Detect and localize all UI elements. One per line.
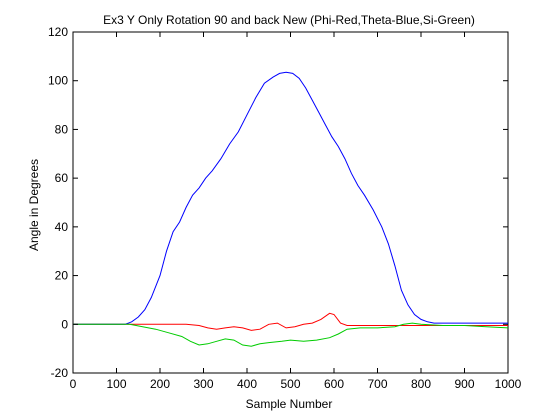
x-tick-label: 900 (454, 377, 474, 391)
x-tick-label: 800 (411, 377, 431, 391)
y-tick-label: 20 (55, 269, 69, 283)
series-line-1 (73, 71, 508, 325)
y-tick-label: 40 (55, 220, 69, 234)
x-tick-label: 1000 (495, 377, 522, 391)
y-tick-label: 80 (55, 122, 69, 136)
chart-title: Ex3 Y Only Rotation 90 and back New (Phi… (103, 13, 475, 27)
x-tick-label: 100 (106, 377, 126, 391)
series-layer (73, 71, 509, 347)
x-tick-label: 700 (367, 377, 387, 391)
x-axis-label: Sample Number (246, 397, 333, 411)
ticks-layer: 0 100 200 300 400 500 600 700 800 900 1000-2002040… (48, 25, 522, 391)
y-tick-label: 0 (61, 317, 68, 331)
plot-area (72, 31, 509, 374)
y-tick-label: 100 (48, 74, 68, 88)
x-tick-label: 600 (324, 377, 344, 391)
x-tick-label: 300 (193, 377, 213, 391)
x-tick-label: 500 (280, 377, 300, 391)
y-tick-label: -20 (51, 366, 69, 380)
x-tick-label: 200 (150, 377, 170, 391)
y-tick-label: 120 (48, 25, 68, 39)
y-tick-label: 60 (55, 171, 69, 185)
y-axis-label: Angle in Degrees (27, 159, 41, 251)
x-tick-label: 0 (70, 377, 77, 391)
x-tick-label: 400 (237, 377, 257, 391)
series-line-0 (73, 312, 508, 331)
series-line-2 (73, 322, 509, 347)
